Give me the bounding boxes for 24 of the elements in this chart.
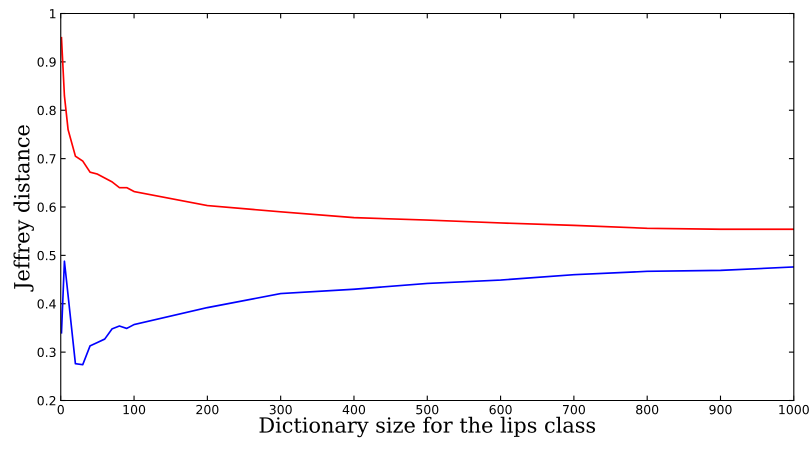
y-tick-label: 0.4	[38, 299, 56, 309]
y-tick-label: 1	[50, 9, 56, 18]
y-tick-label: 0.9	[38, 57, 56, 67]
x-axis-title: Dictionary size for the lips class	[260, 416, 596, 438]
x-tick-label: 700	[562, 404, 585, 414]
y-tick-label: 0.5	[38, 250, 56, 260]
x-tick-label: 300	[270, 404, 292, 414]
x-tick-label: 0	[58, 404, 64, 414]
y-tick-label: 0.8	[38, 106, 56, 116]
line-series	[60, 36, 794, 230]
x-tick-label: 500	[416, 404, 438, 414]
y-tick-label: 0.7	[38, 154, 56, 164]
x-tick-label: 200	[196, 404, 218, 414]
x-tick-label: 400	[342, 404, 366, 414]
line-series	[60, 260, 794, 366]
x-tick-label: 900	[709, 404, 732, 414]
y-tick-label: 0.3	[38, 348, 56, 358]
y-axis-title: Jeffrey distance	[13, 125, 34, 292]
x-tick-label: 600	[490, 404, 512, 414]
y-tick-label: 0.6	[38, 202, 56, 212]
x-tick-label: 1000	[779, 404, 809, 414]
y-tick-label: 0.2	[38, 396, 56, 406]
x-tick-label: 800	[636, 404, 658, 414]
x-tick-label: 100	[124, 404, 146, 414]
